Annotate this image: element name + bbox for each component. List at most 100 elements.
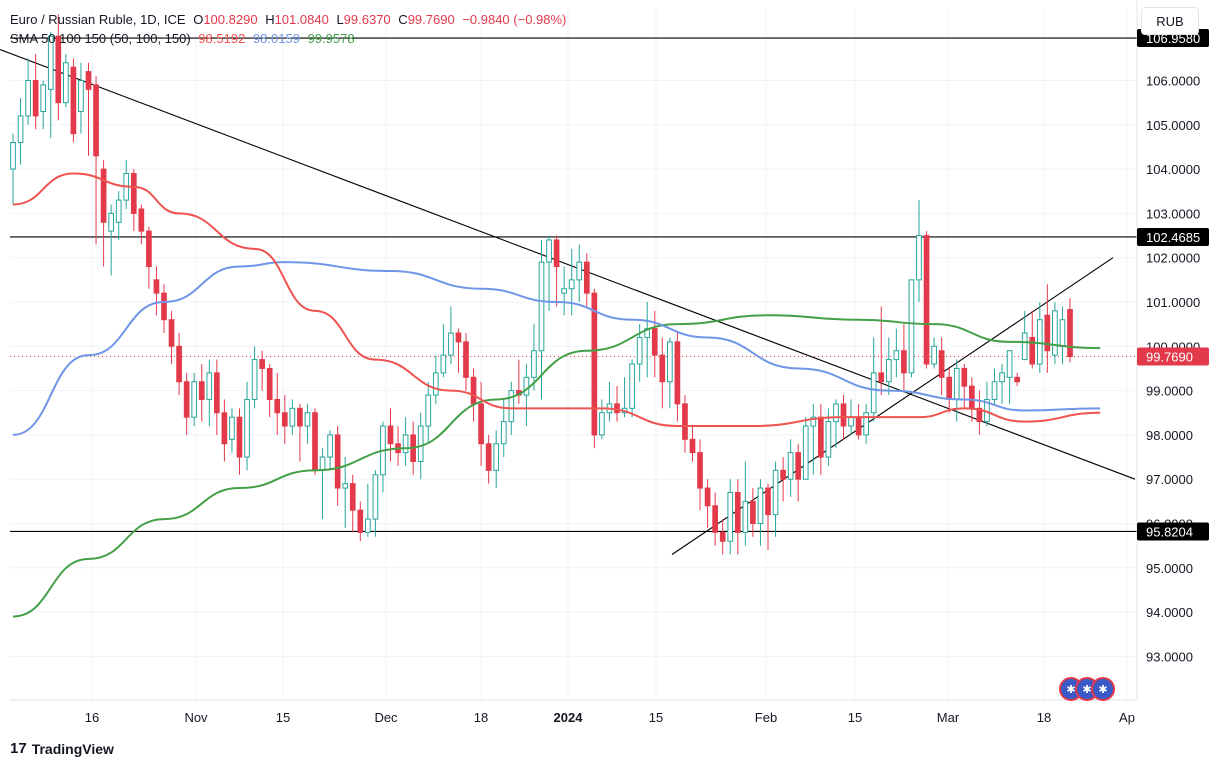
currency-label: RUB [1156,13,1184,29]
candle-body [130,173,137,214]
low-label: L [336,12,344,27]
high-value: 101.0840 [274,12,329,27]
candle-body [251,359,258,400]
price-label: 95.8204 [1146,524,1193,539]
candle-body [712,505,718,533]
candle-body [946,376,953,400]
time-tick-label: Mar [937,710,960,725]
price-tick-label: 98.0000 [1146,428,1193,443]
candle-body [168,319,175,347]
candle-body [153,279,160,294]
candle-body [689,438,696,454]
candles [10,14,1073,555]
candle-body [727,491,734,542]
candle-body [599,412,605,436]
price-tick-label: 95.0000 [1146,561,1193,576]
time-axis[interactable]: 16 Nov 15 Dec 18 2024 15 Feb 15 Mar 18 Ap [10,699,1137,725]
candle-body [85,71,92,90]
price-tick-label: 97.0000 [1146,472,1193,487]
candle-body [546,239,552,263]
candle-body [425,394,432,427]
trend-line [0,48,1136,480]
price-tick-label: 93.0000 [1146,649,1193,664]
high-label: H [265,12,275,27]
symbol-title[interactable]: Euro / Russian Ruble, 1D, ICE [10,12,186,27]
candle-body [455,332,462,343]
candle-body [138,208,145,232]
candle-body [281,412,288,427]
candle-body [999,372,1005,383]
price-label-box [1137,522,1209,541]
candle-body [953,367,960,400]
candle-body [349,483,356,511]
candle-body [78,80,84,113]
candle-body [508,390,515,423]
candle-body [1006,350,1013,378]
sma50-value: 98.5192 [198,31,246,46]
candle-body [448,332,454,356]
price-label: 102.4685 [1146,230,1200,245]
candle-body [772,469,779,516]
candle-body [787,452,794,480]
candle-body [969,385,975,409]
candle-body [1052,310,1058,356]
candle-body [500,421,507,445]
candle-body [901,350,907,374]
candle-body [40,84,47,113]
economic-events[interactable]: ✱ ✱ ✱ [1059,677,1115,701]
candle-body [365,518,371,533]
candle-body [463,341,469,378]
candle-body [1014,376,1020,383]
candle-body [432,372,439,396]
candle-body [757,487,764,524]
candle-body [1036,319,1043,365]
price-tick-label: 104.0000 [1146,162,1200,177]
candle-body [47,35,54,90]
price-label: 99.7690 [1146,350,1193,365]
candle-body [682,403,688,440]
candle-body [1029,336,1036,365]
tradingview-logo-mark: 17 [10,740,27,757]
change-value: −0.9840 (−0.98%) [462,12,567,27]
candle-body [93,84,99,157]
moving-averages [12,172,1101,618]
candle-body [191,381,198,418]
time-tick-label: Feb [755,710,777,725]
price-axis[interactable]: 93.000094.000095.000096.000097.000098.00… [1136,0,1209,700]
candle-body [531,350,537,378]
time-tick-label: 2024 [554,710,584,725]
sma150-line [12,314,1101,618]
candle-body [214,372,220,414]
tradingview-logo: 17 TradingView [10,740,114,757]
candle-body [591,292,598,436]
sma-legend: SMA 50 100 150 (50, 100, 150) 98.5192 98… [10,31,359,46]
candle-body [10,142,16,170]
candle-body [931,345,937,365]
sma100-value: 98.0159 [252,31,300,46]
flag-icon[interactable]: ✱ [1091,677,1115,701]
candle-body [1044,314,1051,352]
sma-label[interactable]: SMA 50 100 150 (50, 100, 150) [10,31,191,46]
candle-body [667,341,673,383]
candle-body [870,372,877,414]
candle-body [402,434,409,454]
candle-body [863,412,869,436]
currency-button[interactable]: RUB [1141,7,1199,35]
candle-body [840,403,847,427]
time-tick-label: Dec [374,710,398,725]
candle-body [387,425,394,445]
time-tick-label: Ap [1119,710,1135,725]
close-value: 99.7690 [407,12,455,27]
price-tick-label: 105.0000 [1146,118,1200,133]
candle-body [206,372,213,400]
candle-body [780,469,786,480]
open-label: O [193,12,204,27]
candle-body [319,456,326,471]
candle-body [342,483,349,489]
time-tick-label: 18 [1037,710,1051,725]
candle-body [1059,319,1066,347]
candle-body [304,412,311,427]
time-tick-label: Nov [184,710,208,725]
price-tick-label: 103.0000 [1146,206,1200,221]
